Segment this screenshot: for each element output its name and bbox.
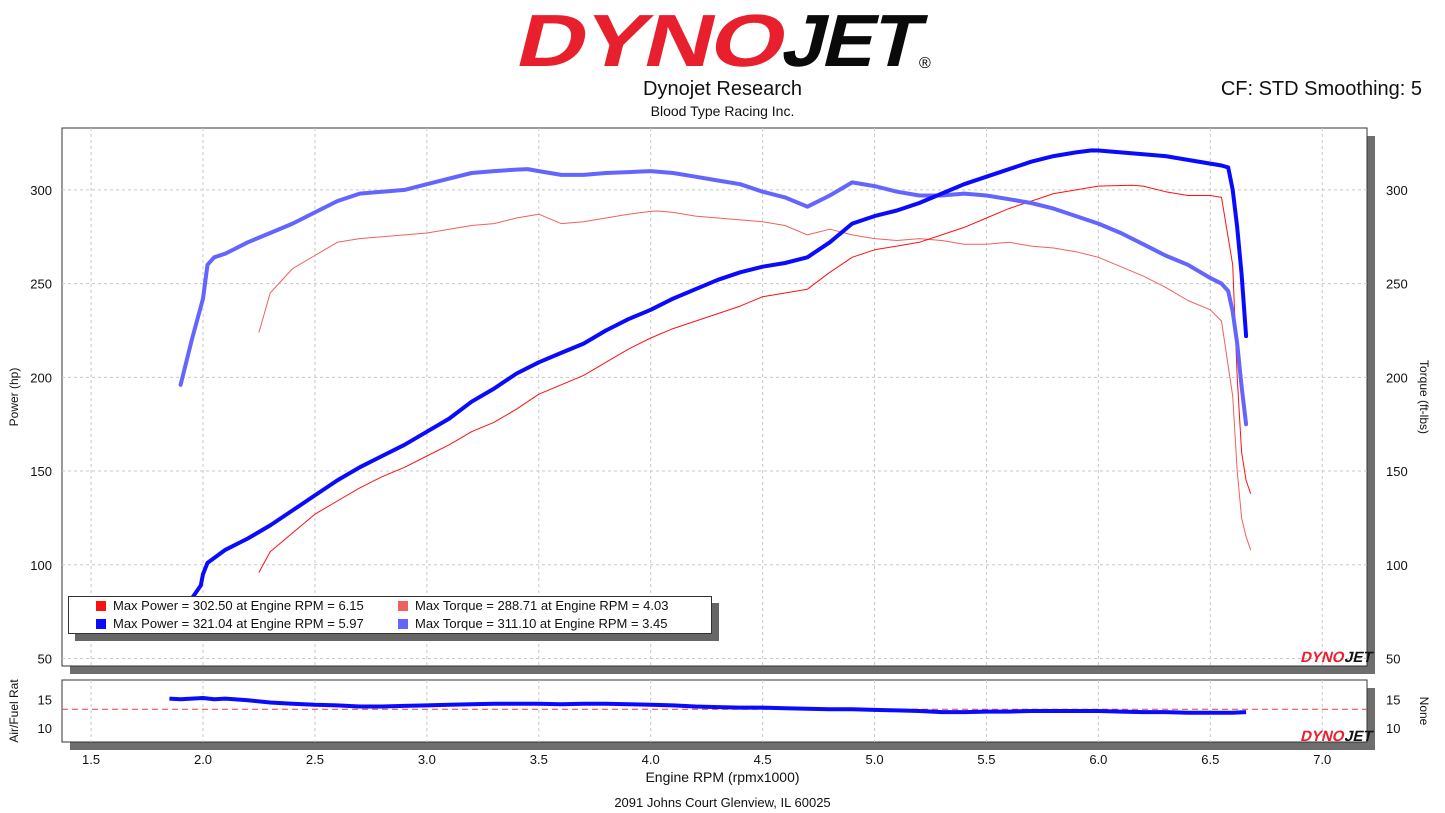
- series-run2-power: [189, 148, 1249, 601]
- x-tick-label: 2.0: [194, 752, 212, 767]
- watermark-black: JET: [1343, 728, 1375, 745]
- y-tick-label: 50: [38, 652, 52, 667]
- y-tick-label: 300: [30, 183, 52, 198]
- correction-settings: CF: STD Smoothing: 5: [1220, 78, 1422, 100]
- legend-item-run1-power: Max Power = 302.50 at Engine RPM = 6.15: [96, 597, 364, 614]
- legend-item-run1-torque: Max Torque = 288.71 at Engine RPM = 4.03: [398, 597, 668, 614]
- afr-y-tick-label: 10: [38, 721, 52, 736]
- y2-tick-label: 50: [1386, 652, 1400, 667]
- afr-y2-axis-title: None: [1417, 697, 1431, 726]
- series-afr: [169, 696, 1247, 715]
- dynojet-logo: DYNO JET ®: [509, 2, 933, 74]
- x-tick-label: 6.0: [1089, 752, 1107, 767]
- y2-tick-label: 100: [1386, 558, 1408, 573]
- afr-y-axis-title: Air/Fuel Rat: [7, 679, 21, 743]
- afr-y2-tick-label: 10: [1386, 721, 1400, 736]
- legend-item-run2-power: Max Power = 321.04 at Engine RPM = 5.97: [96, 615, 364, 632]
- afr-y-tick-label: 15: [38, 693, 52, 708]
- x-tick-label: 4.5: [754, 752, 772, 767]
- x-tick-label: 3.5: [530, 752, 548, 767]
- legend-swatch: [398, 601, 408, 611]
- main-plot-area: [61, 127, 1368, 667]
- legend-label: Max Torque = 288.71 at Engine RPM = 4.03: [415, 598, 669, 613]
- legend-label: Max Torque = 311.10 at Engine RPM = 3.45: [415, 616, 668, 631]
- legend-swatch: [96, 619, 106, 629]
- y2-tick-label: 200: [1386, 370, 1408, 385]
- x-tick-label: 2.5: [306, 752, 324, 767]
- y-tick-label: 100: [30, 558, 52, 573]
- x-tick-label: 4.0: [642, 752, 660, 767]
- y-tick-label: 200: [30, 370, 52, 385]
- chart-legend: Max Power = 302.50 at Engine RPM = 6.15 …: [68, 596, 712, 634]
- y2-tick-label: 150: [1386, 464, 1408, 479]
- x-axis-title: Engine RPM (rpmx1000): [645, 769, 800, 785]
- legend-swatch: [96, 601, 106, 611]
- y2-axis-title: Torque (ft-lbs): [1417, 360, 1431, 434]
- watermark-black: JET: [1343, 649, 1375, 666]
- x-tick-label: 5.0: [866, 752, 884, 767]
- afr-y2-tick-label: 15: [1386, 693, 1400, 708]
- y-tick-label: 250: [30, 277, 52, 292]
- legend-label: Max Power = 302.50 at Engine RPM = 6.15: [113, 598, 364, 613]
- series-run2-torque: [178, 167, 1249, 427]
- watermark-red: DYNO: [1299, 649, 1347, 666]
- y2-tick-label: 300: [1386, 183, 1408, 198]
- legend-swatch: [398, 619, 408, 629]
- company-name: Dynojet Research: [643, 78, 802, 100]
- x-tick-label: 7.0: [1313, 752, 1331, 767]
- svg-text:®: ®: [919, 55, 931, 72]
- series-run1-torque: [258, 210, 1252, 551]
- watermark-red: DYNO: [1299, 728, 1347, 745]
- legend-label: Max Power = 321.04 at Engine RPM = 5.97: [113, 616, 364, 631]
- y2-tick-label: 250: [1386, 277, 1408, 292]
- svg-text:JET: JET: [775, 2, 933, 74]
- series-run1-power: [258, 184, 1252, 573]
- legend-item-run2-torque: Max Torque = 311.10 at Engine RPM = 3.45: [398, 615, 667, 632]
- y-tick-label: 150: [30, 464, 52, 479]
- svg-text:DYNO: DYNO: [509, 2, 795, 74]
- x-tick-label: 1.5: [82, 752, 100, 767]
- x-tick-label: 3.0: [418, 752, 436, 767]
- footer-address: 2091 Johns Court Glenview, IL 60025: [614, 795, 831, 810]
- shop-name: Blood Type Racing Inc.: [650, 103, 795, 119]
- x-tick-label: 6.5: [1201, 752, 1219, 767]
- x-tick-label: 5.5: [977, 752, 995, 767]
- y-axis-title: Power (hp): [7, 368, 21, 427]
